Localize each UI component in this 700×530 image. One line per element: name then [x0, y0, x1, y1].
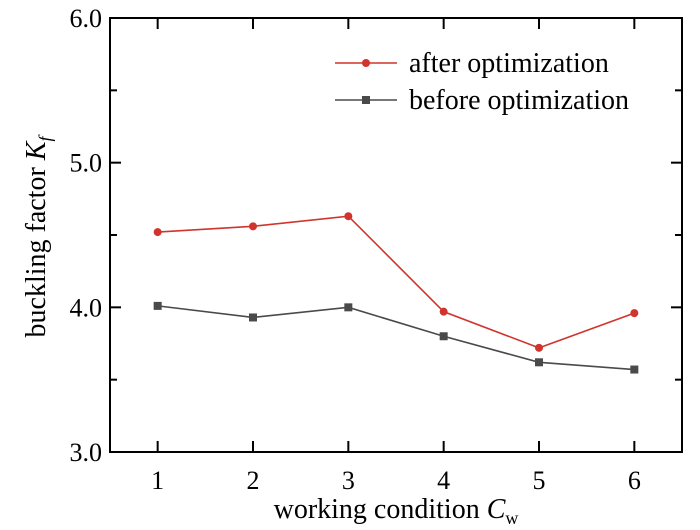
data-point: [153, 228, 162, 237]
axis-ticks: [110, 17, 682, 453]
y-tick-label: 5.0: [70, 149, 103, 178]
y-axis-title-prefix: buckling factor: [21, 160, 52, 337]
y-tick-label: 3.0: [70, 438, 103, 467]
data-point: [439, 332, 448, 341]
x-axis-title: working condition Cw: [274, 494, 519, 528]
tick-labels: 1 2 3 4 5 6 3.0 4.0 5.0 6.0: [70, 4, 641, 495]
data-point: [153, 301, 162, 310]
series-lines: [157, 215, 635, 371]
data-point: [344, 212, 353, 221]
x-tick-label: 5: [533, 466, 546, 495]
data-point: [249, 313, 257, 322]
legend-marker: [362, 96, 370, 104]
data-point: [630, 365, 639, 374]
x-tick-label: 4: [437, 466, 450, 495]
y-axis-title-var: K: [21, 140, 52, 161]
data-point: [344, 303, 353, 312]
data-point: [249, 222, 257, 231]
x-tick-label: 2: [247, 466, 260, 495]
legend-marker: [362, 59, 370, 67]
legend-label: after optimization: [409, 48, 609, 79]
data-point: [535, 343, 543, 352]
y-tick-label: 4.0: [70, 293, 103, 322]
legend-label: before optimization: [409, 85, 629, 116]
x-tick-label: 6: [628, 466, 641, 495]
x-axis-title-sub: w: [505, 508, 518, 528]
x-tick-label: 1: [151, 466, 164, 495]
x-axis-title-prefix: working condition: [274, 494, 487, 525]
plot-frame: [109, 17, 683, 453]
series-line-2: [157, 305, 635, 371]
y-axis-title: buckling factor Kf: [21, 134, 55, 338]
series-markers: [153, 212, 639, 374]
x-axis-title-var: C: [487, 494, 506, 525]
y-axis-title-sub: f: [35, 134, 55, 142]
legend: after optimization before optimization: [335, 48, 629, 116]
data-point: [630, 309, 639, 318]
series-line-1: [157, 215, 635, 349]
x-tick-label: 3: [342, 466, 355, 495]
data-point: [535, 358, 543, 367]
data-point: [439, 307, 448, 316]
y-tick-label: 6.0: [70, 4, 103, 33]
